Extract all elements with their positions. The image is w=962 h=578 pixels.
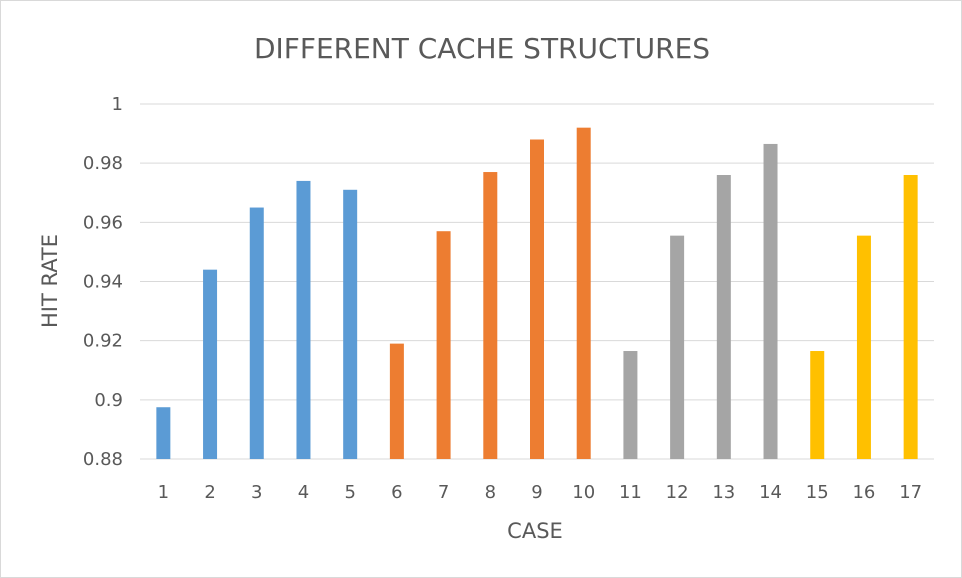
x-tick-label: 7 <box>438 482 449 503</box>
x-tick-label: 17 <box>899 482 922 503</box>
x-tick-label: 8 <box>485 482 496 503</box>
x-tick-label: 13 <box>712 482 735 503</box>
bar-case-8 <box>483 172 498 459</box>
bar-case-6 <box>389 343 404 459</box>
bar-case-13 <box>716 175 731 459</box>
y-tick-label: 0.94 <box>83 272 123 293</box>
bar-case-17 <box>903 175 918 459</box>
x-tick-label: 9 <box>531 482 542 503</box>
x-tick-label: 12 <box>666 482 689 503</box>
y-tick-label: 0.96 <box>83 212 123 233</box>
x-tick-label: 11 <box>619 482 642 503</box>
bar-case-1 <box>156 407 171 459</box>
x-axis-label: CASE <box>507 519 563 543</box>
y-tick-label: 0.88 <box>83 449 123 470</box>
y-axis-ticks: 0.88 0.9 0.92 0.94 0.96 0.98 1 <box>83 94 123 470</box>
x-tick-label: 2 <box>204 482 215 503</box>
bar-case-5 <box>343 189 358 459</box>
x-tick-label: 1 <box>158 482 169 503</box>
x-tick-label: 15 <box>806 482 829 503</box>
bar-case-11 <box>623 351 638 459</box>
x-tick-label: 6 <box>391 482 402 503</box>
y-tick-label: 0.92 <box>83 331 123 352</box>
bar-case-4 <box>296 180 311 459</box>
x-tick-label: 3 <box>251 482 262 503</box>
bar-case-7 <box>436 231 451 459</box>
bars <box>156 127 918 460</box>
y-tick-label: 0.98 <box>83 153 123 174</box>
x-tick-label: 4 <box>298 482 309 503</box>
chart-title: DIFFERENT CACHE STRUCTURES <box>254 32 710 65</box>
bar-case-2 <box>203 269 218 459</box>
y-axis-label: HIT RATE <box>38 234 62 328</box>
bar-case-3 <box>249 207 264 459</box>
bar-case-14 <box>763 143 778 459</box>
bar-case-15 <box>810 351 825 459</box>
bar-case-9 <box>530 139 544 459</box>
y-tick-label: 1 <box>112 94 123 115</box>
bar-case-16 <box>856 235 871 459</box>
x-tick-label: 14 <box>759 482 782 503</box>
x-axis-ticks: 1 2 3 4 5 6 7 8 9 10 11 12 13 14 15 16 17 <box>158 482 922 503</box>
x-tick-label: 16 <box>852 482 875 503</box>
x-tick-label: 5 <box>344 482 355 503</box>
bar-case-12 <box>670 235 685 459</box>
y-tick-label: 0.9 <box>94 390 123 411</box>
x-tick-label: 10 <box>572 482 595 503</box>
bar-case-10 <box>576 127 591 460</box>
